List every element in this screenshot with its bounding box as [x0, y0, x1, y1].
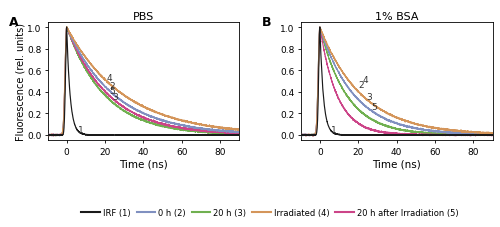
Text: 3: 3: [366, 93, 372, 102]
Text: 1: 1: [332, 125, 337, 134]
Text: 3: 3: [112, 93, 118, 102]
Text: 5: 5: [109, 86, 114, 95]
Legend: IRF (1), 0 h (2), 20 h (3), Irradiated (4), 20 h after Irradiation (5): IRF (1), 0 h (2), 20 h (3), Irradiated (…: [78, 205, 462, 221]
Text: 1: 1: [78, 125, 84, 134]
Title: 1% BSA: 1% BSA: [375, 12, 418, 22]
Text: A: A: [9, 16, 19, 29]
X-axis label: Time (ns): Time (ns): [119, 159, 168, 169]
Title: PBS: PBS: [133, 12, 154, 22]
Text: 4: 4: [107, 74, 112, 82]
X-axis label: Time (ns): Time (ns): [372, 159, 421, 169]
Text: 4: 4: [362, 76, 368, 85]
Text: 2: 2: [109, 81, 114, 91]
Text: 5: 5: [372, 102, 378, 111]
Text: 2: 2: [358, 81, 364, 90]
Y-axis label: Fluorescence (rel. units): Fluorescence (rel. units): [16, 23, 26, 141]
Text: B: B: [262, 16, 272, 29]
